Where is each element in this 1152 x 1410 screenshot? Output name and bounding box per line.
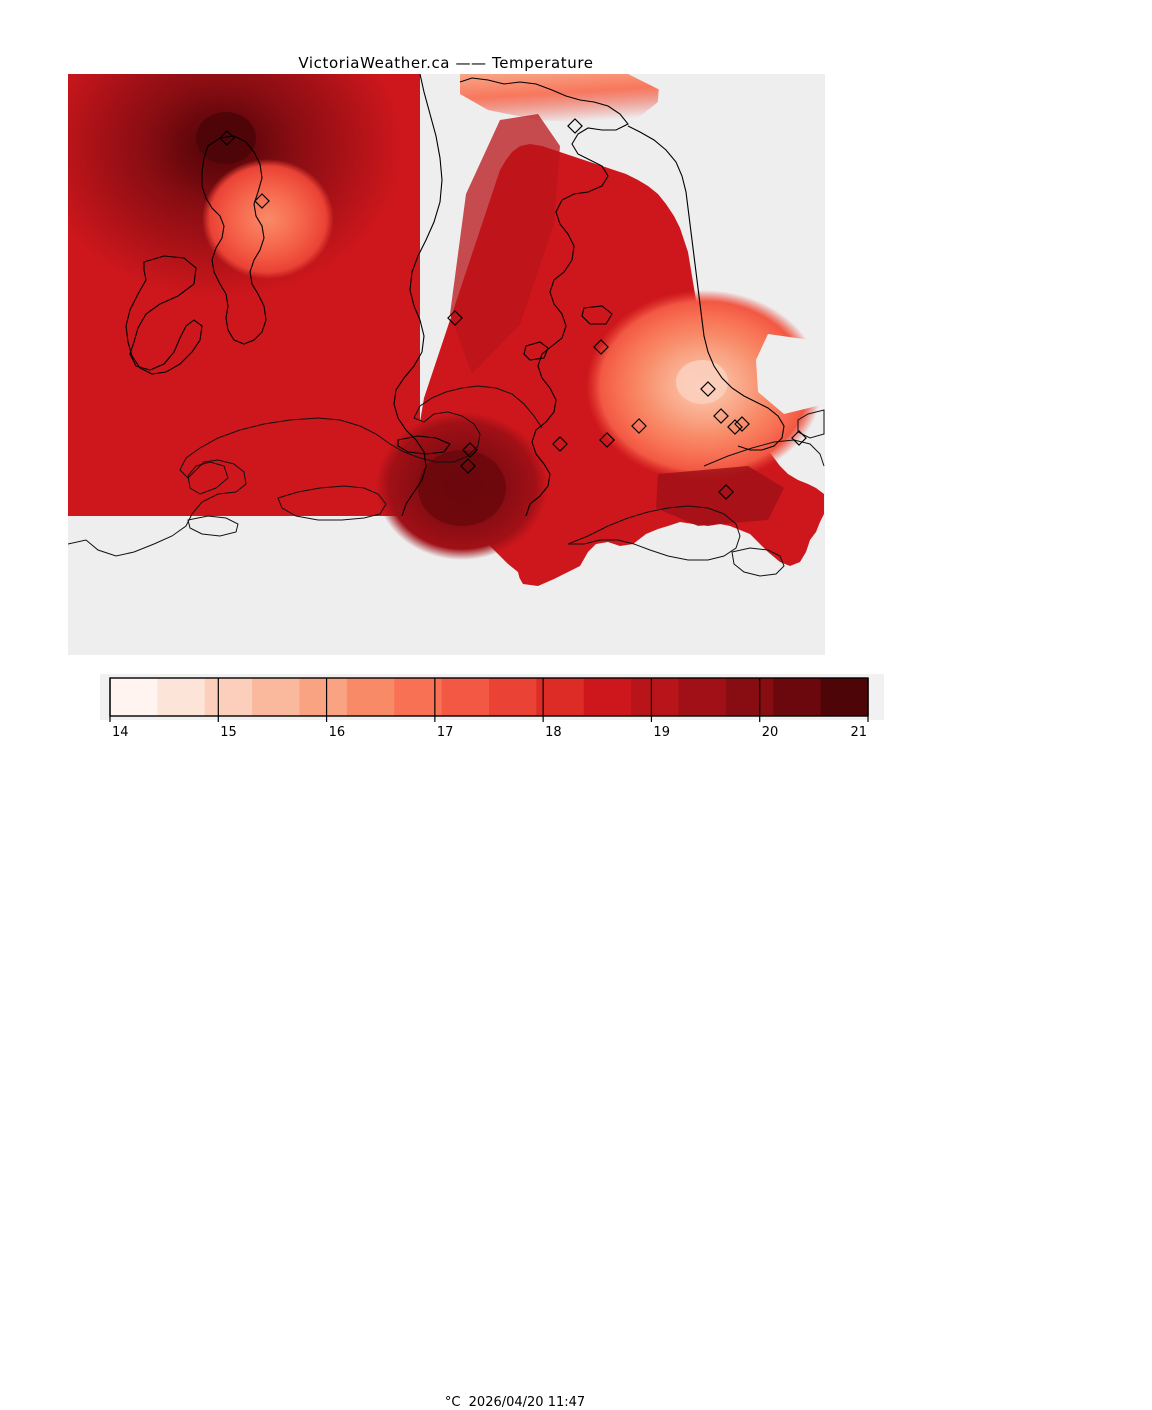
reference-coastlines [68,385,825,577]
colorbar-swatch [583,678,632,716]
station-marker[interactable] [734,416,750,432]
colorbar-swatch [110,678,158,716]
station-marker[interactable] [460,458,476,474]
station-marker[interactable] [254,193,270,209]
colorbar[interactable]: 14 15 16 17 18 19 20 21 °C 2026/04/20 11:47 [0,668,1152,1410]
coastline-south-lagoon [797,409,825,439]
coastline-southeast-spit [731,547,785,577]
station-marker[interactable] [567,118,583,134]
colorbar-swatch [441,678,490,716]
colorbar-swatch [773,678,822,716]
colorbar-tick-label: 17 [437,725,454,740]
station-marker[interactable] [552,436,568,452]
coastline-south-island [187,515,239,537]
station-marker[interactable] [447,310,463,326]
coastline-east-mainland [627,125,785,451]
colorbar-swatch [157,678,206,716]
data-region-coastlines [125,74,785,517]
coastline-tiny-island-a [523,341,549,361]
temperature-contour-canvas [68,74,825,655]
colorbar-canvas: 14 15 16 17 18 19 20 21 [100,674,884,740]
station-marker[interactable] [718,484,734,500]
coastline-south-east [567,505,741,561]
anomaly-northwest-core [196,112,256,164]
colorbar-swatch [678,678,727,716]
weather-map-page: VictoriaWeather.ca —— Temperature [0,54,1152,1410]
colorbar-swatch [252,678,301,716]
colorbar-swatch [394,678,443,716]
anomaly-north-band [460,74,668,126]
anomaly-north-tongue [450,114,560,374]
colorbar-swatch [299,678,348,716]
colorbar-tick-label: 21 [850,725,867,740]
colorbar-tick-label: 14 [112,725,129,740]
station-marker[interactable] [727,419,743,435]
colorbar-tick-label: 19 [653,725,670,740]
colorbar-swatch [536,678,585,716]
station-marker[interactable] [700,381,716,397]
field-anomalies [68,74,822,560]
colorbar-caption: °C 2026/04/20 11:47 [444,1395,586,1410]
station-marker[interactable] [713,408,729,424]
colorbar-tick-label: 18 [545,725,562,740]
colorbar-swatch [725,678,774,716]
colorbar-swatch [631,678,680,716]
anomaly-southeast-lobe [656,466,784,526]
station-marker[interactable] [599,432,615,448]
coastline-south-inner [187,461,229,495]
coastline-southeast-far [703,439,825,467]
station-markers[interactable] [219,118,807,500]
coastline-west-island-a [125,255,203,375]
coastline-tiny-island-b [581,305,613,325]
colorbar-swatches [110,678,869,716]
coastline-north-peninsula [459,77,629,517]
coastline-nw-island [201,135,267,345]
colorbar-swatch [346,678,395,716]
station-marker[interactable] [631,418,647,434]
colorbar-swatch [489,678,537,716]
anomaly-east-cool-core [676,360,728,404]
colorbar-tick-label: 20 [762,725,779,740]
temperature-map-plot[interactable] [68,74,825,655]
station-marker[interactable] [462,442,478,458]
anomaly-west-cool [202,159,334,279]
coastline-mid-island [397,435,451,455]
coastline-west-inlet [393,74,443,517]
colorbar-swatch [204,678,253,716]
sea-northeast [656,74,825,250]
station-marker[interactable] [219,130,235,146]
coastline-south-west [68,385,543,557]
colorbar-swatch [820,678,869,716]
sea-east-wedge [756,334,825,414]
colorbar-tick-label: 16 [329,725,346,740]
station-marker[interactable] [593,339,609,355]
page-title: VictoriaWeather.ca —— Temperature [298,54,594,72]
coastline-south-bay [277,485,387,521]
colorbar-tick-label: 15 [220,725,237,740]
station-marker[interactable] [791,430,807,446]
colorbar-ticks [109,678,869,722]
coastline-sea-areas [656,74,825,414]
colorbar-tick-labels: 14 15 16 17 18 19 20 21 [112,725,867,740]
anomaly-southcentral-core [418,450,506,526]
